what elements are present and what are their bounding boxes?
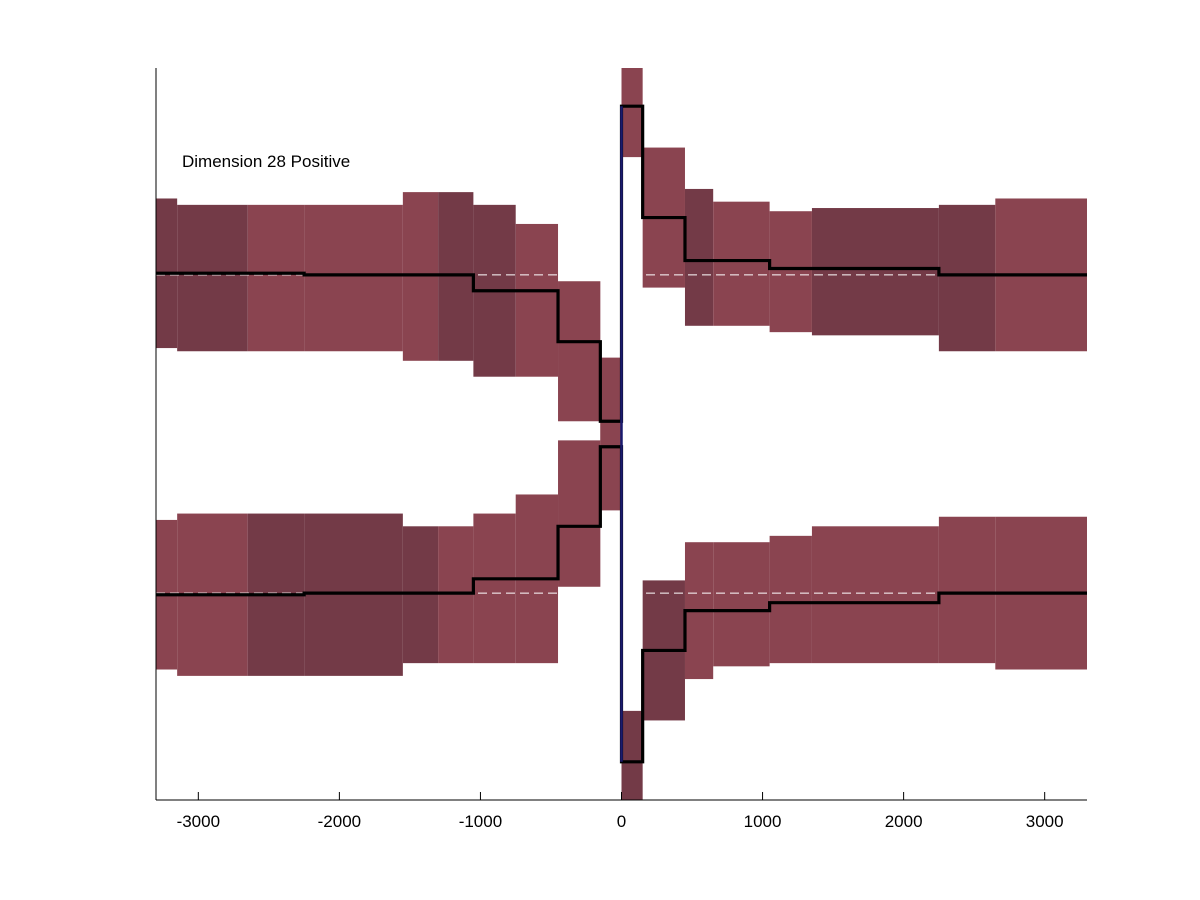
band-bin-s0-b16 xyxy=(938,204,996,352)
band-bin-s0-b15 xyxy=(811,208,939,336)
band-bin-s1-b9 xyxy=(600,414,622,511)
band-bin-s0-b13 xyxy=(713,201,770,326)
plot-area xyxy=(156,68,1087,800)
x-tick-label-5: 2000 xyxy=(885,812,923,831)
x-tick-label-1: -2000 xyxy=(318,812,361,831)
x-tick-label-3: 0 xyxy=(617,812,626,831)
x-tick-label-0: -3000 xyxy=(177,812,220,831)
band-bin-s0-b14 xyxy=(769,211,812,333)
band-bin-s1-b16 xyxy=(938,516,996,664)
x-tick-label-4: 1000 xyxy=(744,812,782,831)
band-bin-s1-b10 xyxy=(621,710,643,800)
chart-annotation: Dimension 28 Positive xyxy=(182,152,350,171)
band-bin-s0-b8 xyxy=(558,281,601,422)
x-axis-ticks: -3000 -2000 -1000 0 1000 2000 3000 xyxy=(177,792,1064,831)
series-lines xyxy=(156,104,1087,764)
band-bin-s0-b3 xyxy=(304,204,403,352)
band-bin-s1-b6 xyxy=(473,513,516,664)
series-line-0 xyxy=(156,104,1087,423)
band-bin-s0-b10 xyxy=(621,68,643,158)
series-line-1 xyxy=(156,445,1087,764)
band-bin-s1-b8 xyxy=(558,440,601,587)
band-bin-s0-b2 xyxy=(247,204,305,352)
band-bin-s0-b1 xyxy=(177,204,248,352)
band-bin-s1-b13 xyxy=(713,542,770,667)
band-bin-s0-b12 xyxy=(684,188,714,326)
band-bin-s1-b14 xyxy=(769,535,812,664)
band-bin-s1-b15 xyxy=(811,526,939,664)
x-tick-label-2: -1000 xyxy=(459,812,502,831)
band-bin-s0-b7 xyxy=(515,223,559,377)
x-tick-label-6: 3000 xyxy=(1026,812,1064,831)
